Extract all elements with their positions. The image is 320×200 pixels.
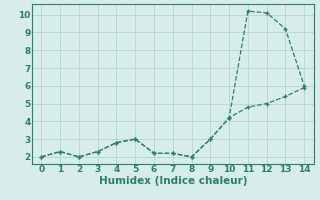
X-axis label: Humidex (Indice chaleur): Humidex (Indice chaleur) xyxy=(99,176,247,186)
